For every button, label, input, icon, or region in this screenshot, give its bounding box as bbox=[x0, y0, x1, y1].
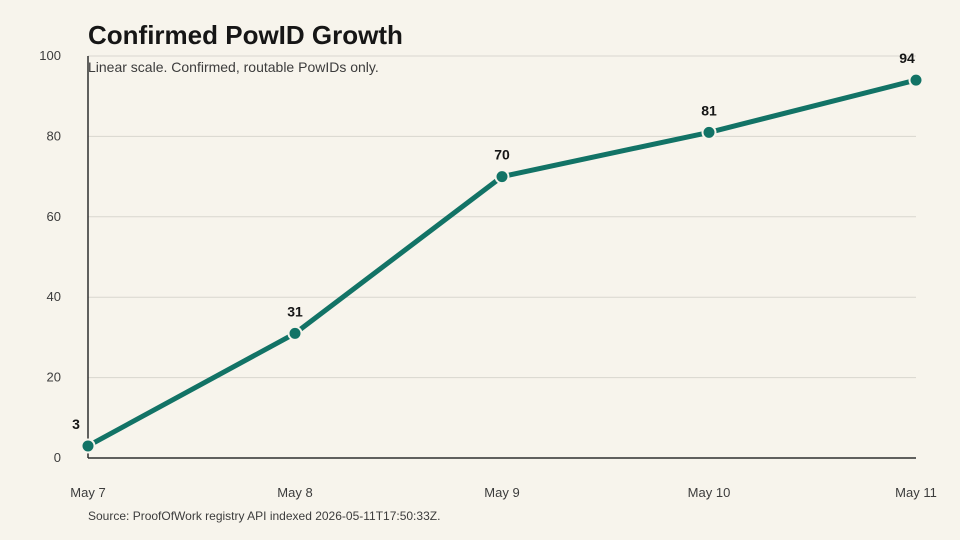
data-label: 3 bbox=[72, 416, 80, 432]
data-label: 70 bbox=[494, 147, 510, 163]
data-point bbox=[908, 72, 924, 88]
x-tick-label: May 10 bbox=[688, 485, 731, 500]
y-axis-ticks: 0 20 40 60 80 100 bbox=[39, 48, 61, 465]
data-point bbox=[80, 438, 96, 454]
data-label: 94 bbox=[899, 50, 915, 66]
y-tick-label: 100 bbox=[39, 48, 61, 63]
x-tick-label: May 8 bbox=[277, 485, 312, 500]
y-tick-label: 40 bbox=[47, 289, 61, 304]
grid bbox=[88, 55, 916, 379]
data-point bbox=[287, 325, 303, 341]
series-line bbox=[85, 77, 919, 449]
data-point bbox=[494, 169, 510, 185]
x-tick-label: May 7 bbox=[70, 485, 105, 500]
data-point bbox=[701, 124, 717, 140]
data-labels: 3 31 70 81 94 bbox=[72, 50, 915, 432]
y-tick-label: 60 bbox=[47, 209, 61, 224]
chart-subtitle: Linear scale. Confirmed, routable PowIDs… bbox=[88, 59, 379, 75]
series bbox=[80, 72, 924, 454]
data-label: 31 bbox=[287, 303, 303, 319]
y-tick-label: 20 bbox=[47, 370, 61, 385]
x-axis-ticks: May 7 May 8 May 9 May 10 May 11 bbox=[70, 485, 937, 500]
chart-source: Source: ProofOfWork registry API indexed… bbox=[88, 509, 440, 523]
y-tick-label: 0 bbox=[54, 450, 61, 465]
data-label: 81 bbox=[701, 102, 717, 118]
x-tick-label: May 11 bbox=[895, 485, 937, 500]
x-tick-label: May 9 bbox=[484, 485, 519, 500]
y-tick-label: 80 bbox=[47, 128, 61, 143]
chart-title: Confirmed PowID Growth bbox=[88, 20, 403, 50]
